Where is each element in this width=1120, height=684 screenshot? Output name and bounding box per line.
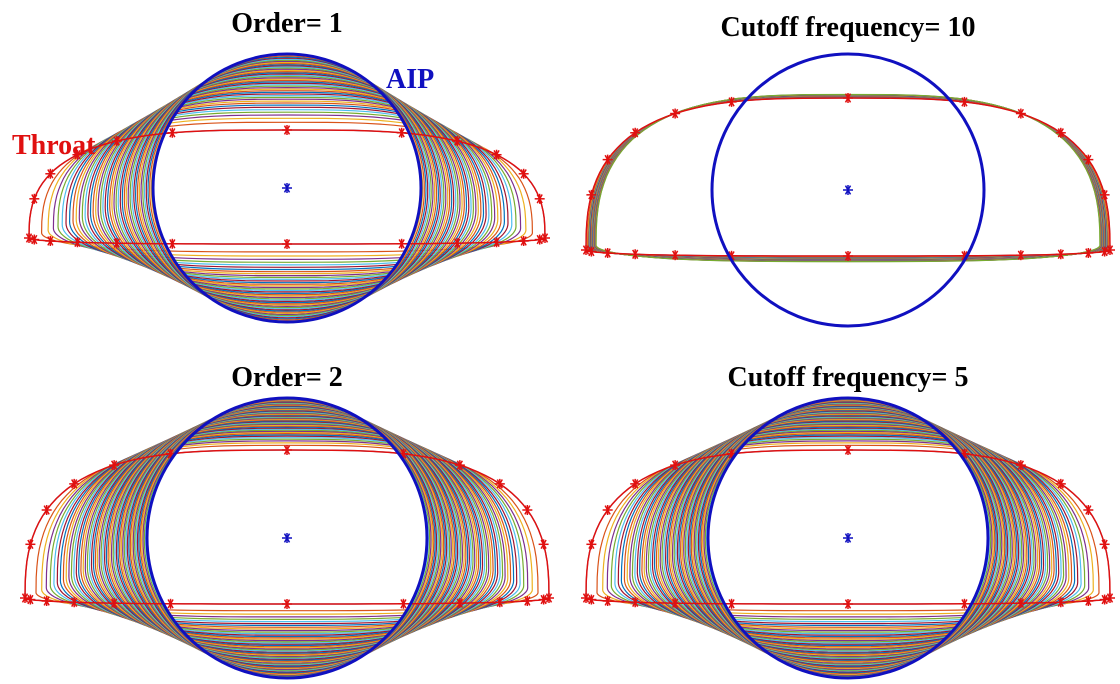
section-curve: [594, 94, 1102, 262]
section-curve: [591, 95, 1105, 261]
section-curve: [593, 94, 1103, 262]
aip-circle: [710, 52, 986, 328]
shapes: [20, 52, 1115, 680]
throat-label: Throat: [12, 130, 96, 161]
section-curve: [590, 95, 1106, 260]
section-curve: [595, 93, 1101, 263]
section-curve: [591, 95, 1105, 260]
section-curve: [593, 94, 1103, 261]
panel-title: Order= 1: [231, 8, 343, 39]
panel-title: Cutoff frequency= 5: [728, 362, 969, 393]
section-curve: [594, 94, 1102, 262]
section-curve: [585, 97, 1111, 257]
section-curve: [589, 95, 1107, 259]
section-curve: [588, 96, 1108, 259]
section-curve: [593, 94, 1103, 261]
section-curve: [590, 95, 1106, 260]
section-curve: [592, 94, 1104, 261]
aip-circle: [145, 396, 429, 680]
section-curve: [591, 95, 1105, 260]
aip-circle: [151, 52, 423, 324]
section-curve: [590, 95, 1106, 260]
aip-circle: [706, 396, 990, 680]
section-curve: [589, 96, 1107, 259]
aip-label: AIP: [386, 64, 434, 95]
section-curve: [595, 93, 1101, 263]
panel-title: Order= 2: [231, 362, 343, 393]
section-curve: [588, 96, 1108, 259]
panel-title: Cutoff frequency= 10: [721, 12, 976, 43]
section-curve: [592, 94, 1104, 261]
section-curve: [594, 94, 1102, 262]
section-curve: [593, 94, 1103, 262]
throat-curve: [585, 97, 1111, 257]
section-curve: [586, 96, 1110, 258]
section-curve: [594, 94, 1102, 262]
section-curve: [587, 96, 1109, 258]
section-curve: [592, 94, 1104, 261]
